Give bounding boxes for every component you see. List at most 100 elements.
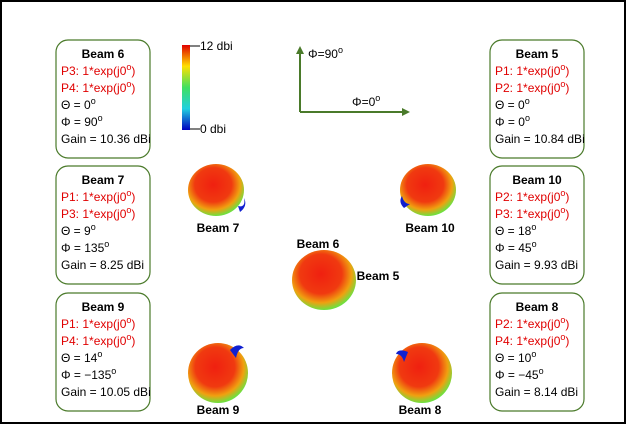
beam-parameter: Θ = 18o [495, 222, 536, 238]
text-segment: ) [565, 207, 569, 221]
text-segment: P2: 1*exp(j0 [495, 81, 561, 95]
port-excitation: P4: 1*exp(j0o) [61, 332, 135, 348]
text-segment: ) [131, 190, 135, 204]
text-segment: Φ = 45 [495, 241, 532, 255]
beam-parameter: Φ = −135o [61, 366, 116, 382]
axis-label: Φ=90o [308, 45, 343, 61]
text-segment: Φ = −135 [61, 368, 112, 382]
beam-parameter: Θ = 0o [61, 96, 96, 112]
beam-title: Beam 5 [516, 47, 559, 61]
text-segment: Θ = 10 [495, 351, 532, 365]
port-excitation: P4: 1*exp(j0o) [61, 79, 135, 95]
diagram: 12 dbi 0 dbi Φ=90o Φ=0o Beam 6P3: 1*exp(… [0, 0, 626, 424]
text-segment: ) [565, 81, 569, 95]
port-excitation: P2: 1*exp(j0o) [495, 79, 569, 95]
beam-parameter: Gain = 10.84 dBi [495, 132, 585, 146]
superscript: o [104, 239, 109, 249]
text-segment: Gain = 9.93 dBi [495, 258, 578, 272]
text-segment: P1: 1*exp(j0 [61, 317, 127, 331]
text-segment: ) [131, 334, 135, 348]
text-segment: ) [131, 317, 135, 331]
text-segment: Gain = 10.84 dBi [495, 132, 585, 146]
text-segment: P3: 1*exp(j0 [61, 207, 127, 221]
pattern-label: Beam 7 [197, 221, 240, 235]
colorbar-max: 12 dbi [200, 39, 233, 53]
text-segment: P4: 1*exp(j0 [61, 334, 127, 348]
beam-title: Beam 10 [512, 173, 562, 187]
text-segment: P2: 1*exp(j0 [495, 190, 561, 204]
beam-parameter: Θ = 14o [61, 349, 102, 365]
superscript: o [539, 366, 544, 376]
text-segment: Φ = 135 [61, 241, 105, 255]
text-segment: P4: 1*exp(j0 [495, 334, 561, 348]
text-segment: ) [565, 317, 569, 331]
text-segment: Gain = 8.25 dBi [61, 258, 144, 272]
superscript: o [532, 239, 537, 249]
beam-parameter: Φ = 45o [495, 239, 537, 255]
port-excitation: P2: 1*exp(j0o) [495, 315, 569, 331]
superscript: o [98, 113, 103, 123]
text-segment: Θ = 9 [61, 224, 91, 238]
colorbar-min: 0 dbi [200, 122, 226, 136]
beam-parameter: Θ = 10o [495, 349, 536, 365]
beam-parameter: Φ = 90o [61, 113, 103, 129]
text-segment: ) [565, 64, 569, 78]
superscript: o [111, 366, 116, 376]
beam-title: Beam 9 [82, 300, 125, 314]
text-segment: ) [131, 64, 135, 78]
beam-title: Beam 6 [82, 47, 125, 61]
superscript: o [531, 222, 536, 232]
pattern-label: Beam 8 [399, 403, 442, 417]
beam-parameter: Gain = 10.36 dBi [61, 132, 151, 146]
port-excitation: P3: 1*exp(j0o) [61, 62, 135, 78]
text-segment: Φ = −45 [495, 368, 539, 382]
text-segment: P1: 1*exp(j0 [61, 190, 127, 204]
port-excitation: P3: 1*exp(j0o) [495, 205, 569, 221]
text-segment: Θ = 0 [495, 98, 525, 112]
superscript: o [525, 113, 530, 123]
text-segment: Φ = 0 [495, 115, 525, 129]
pattern-label: Beam 5 [357, 269, 400, 283]
text-segment: P4: 1*exp(j0 [61, 81, 127, 95]
text-segment: ) [565, 334, 569, 348]
text-segment: P3: 1*exp(j0 [495, 207, 561, 221]
port-excitation: P3: 1*exp(j0o) [61, 205, 135, 221]
text-segment: Θ = 18 [495, 224, 532, 238]
superscript: o [531, 349, 536, 359]
text-segment: Φ=90 [308, 47, 338, 61]
text-segment: Θ = 0 [61, 98, 91, 112]
text-segment: P2: 1*exp(j0 [495, 317, 561, 331]
beam-parameter: Gain = 8.25 dBi [61, 258, 144, 272]
beam-parameter: Gain = 8.14 dBi [495, 385, 578, 399]
beam-title: Beam 7 [82, 173, 125, 187]
colorbar [182, 45, 190, 130]
superscript: o [91, 96, 96, 106]
pattern-label: Beam 10 [405, 221, 455, 235]
text-segment: Gain = 10.36 dBi [61, 132, 151, 146]
superscript: o [91, 222, 96, 232]
beam-parameter: Gain = 9.93 dBi [495, 258, 578, 272]
text-segment: P3: 1*exp(j0 [61, 64, 127, 78]
text-segment: ) [131, 207, 135, 221]
text-segment: P1: 1*exp(j0 [495, 64, 561, 78]
beam-title: Beam 8 [516, 300, 559, 314]
text-segment: Θ = 14 [61, 351, 98, 365]
text-segment: ) [131, 81, 135, 95]
pattern-label: Beam 9 [197, 403, 240, 417]
beam-parameter: Φ = −45o [495, 366, 544, 382]
beam-parameter: Θ = 0o [495, 96, 530, 112]
text-segment: Gain = 8.14 dBi [495, 385, 578, 399]
superscript: o [375, 93, 380, 103]
port-excitation: P1: 1*exp(j0o) [61, 315, 135, 331]
port-excitation: P4: 1*exp(j0o) [495, 332, 569, 348]
text-segment: Φ = 90 [61, 115, 98, 129]
text-segment: Φ=0 [352, 95, 376, 109]
port-excitation: P1: 1*exp(j0o) [61, 188, 135, 204]
superscript: o [525, 96, 530, 106]
text-segment: ) [565, 190, 569, 204]
pattern-label: Beam 6 [297, 237, 340, 251]
port-excitation: P1: 1*exp(j0o) [495, 62, 569, 78]
port-excitation: P2: 1*exp(j0o) [495, 188, 569, 204]
beam-parameter: Θ = 9o [61, 222, 96, 238]
beam-parameter: Φ = 0o [495, 113, 530, 129]
